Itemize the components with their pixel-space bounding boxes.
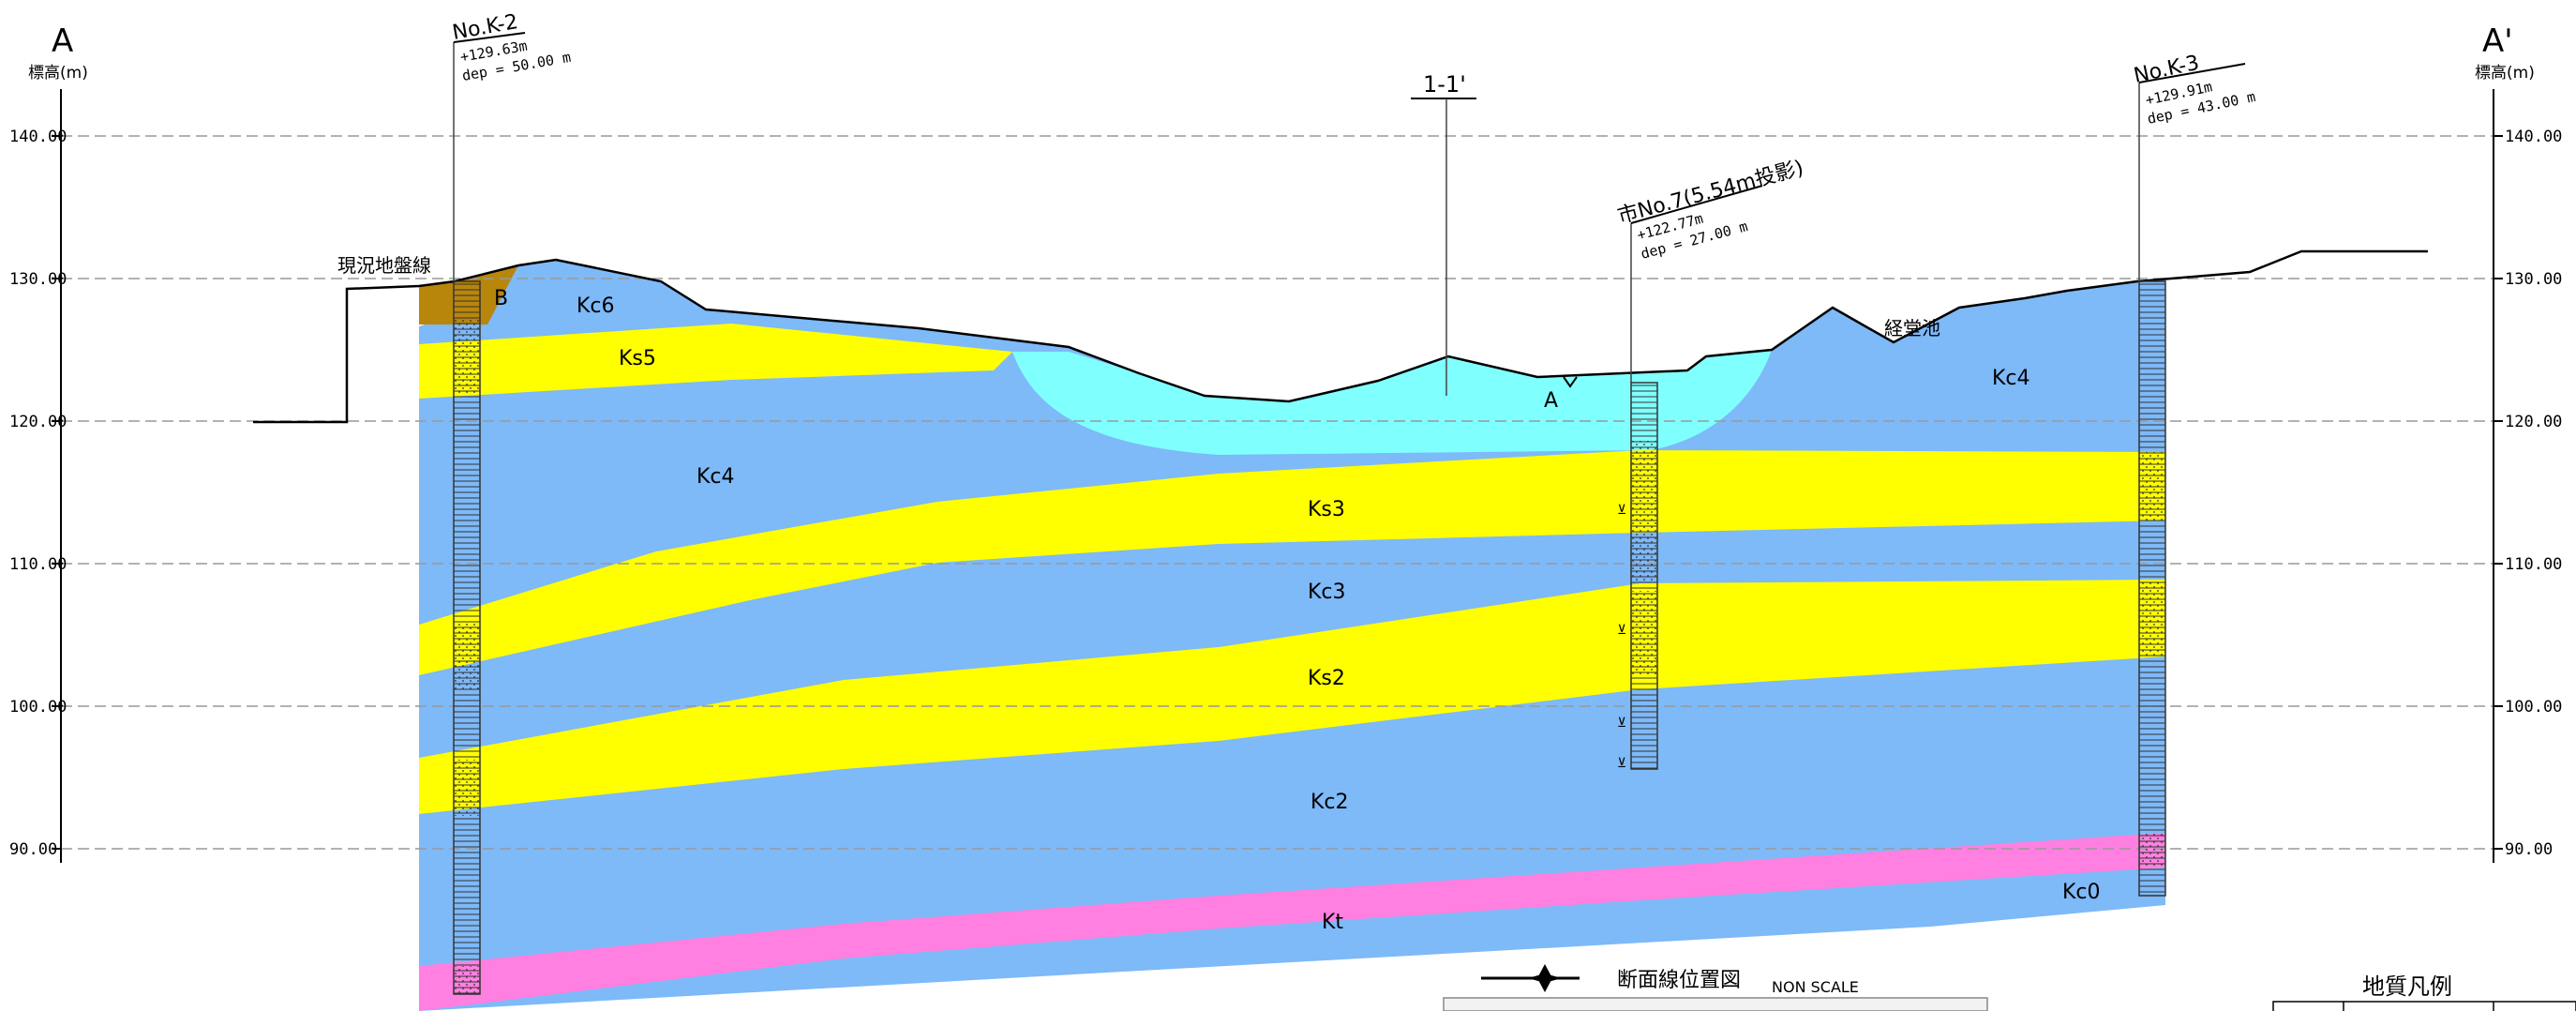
- layer-label-a: A: [1544, 389, 1558, 413]
- layer-label-kt: Kt: [1322, 911, 1343, 934]
- layer-label-kc4-right: Kc4: [1992, 367, 2030, 390]
- section-end-label: A': [2482, 23, 2513, 60]
- borehole-k2: No.K-2 +129.63m dep = 50.00 m: [451, 10, 572, 995]
- ground-line: [253, 249, 2428, 424]
- layer-label-kc6: Kc6: [577, 294, 615, 318]
- ground-line-label: 現況地盤線: [337, 254, 431, 277]
- left-tick-labels: 140.00 130.00 120.00 110.00 100.00 90.00: [9, 128, 67, 859]
- tick-label: 130.00: [2505, 270, 2562, 289]
- layer-labels: B A Kc6 Ks5 Kc4 Kc4 Ks3 Kc3 Ks2 Kc2 Kt K…: [494, 287, 2101, 934]
- right-tick-labels: 140.00 130.00 120.00 110.00 100.00 90.00: [2505, 128, 2562, 859]
- layer-label-kc0: Kc0: [2062, 881, 2101, 904]
- right-axis-unit: 標高(m): [2475, 64, 2535, 83]
- tick-label: 140.00: [2505, 128, 2562, 146]
- layers-group: [419, 260, 2165, 1011]
- tick-label: 90.00: [9, 840, 57, 859]
- location-map-scale: NON SCALE: [1772, 978, 1859, 996]
- layer-label-kc2: Kc2: [1310, 791, 1349, 814]
- water-level-mark: ⊻: [1617, 756, 1626, 771]
- geology-legend: 地質凡例: [2272, 973, 2576, 1011]
- pond-label: 経堂池: [1884, 317, 1940, 340]
- water-level-mark: ⊻: [1617, 716, 1626, 731]
- water-level-mark: ⊻: [1617, 623, 1626, 638]
- cross-section-marker: 1-1': [1411, 71, 1476, 396]
- cross-section-marker-label: 1-1': [1423, 71, 1466, 98]
- left-axis: [52, 89, 62, 863]
- right-axis: [2493, 89, 2503, 863]
- layer-label-ks3: Ks3: [1308, 498, 1345, 521]
- layer-ks3: [419, 450, 2165, 675]
- water-level-mark: ⊻: [1617, 503, 1626, 518]
- left-axis-unit: 標高(m): [28, 64, 88, 83]
- location-map-title: 断面線位置図: [1617, 969, 1741, 992]
- tick-label: 140.00: [9, 128, 67, 146]
- layer-ks5: [419, 324, 1012, 399]
- layer-label-kc3: Kc3: [1308, 581, 1346, 604]
- location-map: 断面線位置図 NON SCALE: [1443, 964, 1988, 1011]
- tick-label: 130.00: [9, 270, 67, 289]
- tick-label: 100.00: [2505, 698, 2562, 717]
- layer-label-b: B: [494, 287, 508, 310]
- north-arrow-icon: [1528, 964, 1562, 992]
- layer-kt: [419, 833, 2165, 1011]
- tick-label: 90.00: [2505, 840, 2553, 859]
- legend-title: 地質凡例: [2362, 973, 2452, 1000]
- borehole-no7-name: 市No.7(5.54m投影): [1615, 157, 1806, 229]
- layer-ks2: [419, 580, 2165, 814]
- layer-kc-base: [419, 260, 2165, 1011]
- section-start-label: A: [52, 23, 73, 60]
- tick-label: 110.00: [2505, 555, 2562, 574]
- layer-label-kc4-left: Kc4: [696, 465, 735, 489]
- tick-label: 120.00: [2505, 413, 2562, 431]
- tick-label: 100.00: [9, 698, 67, 717]
- tick-label: 110.00: [9, 555, 67, 574]
- layer-label-ks5: Ks5: [619, 347, 656, 370]
- borehole-k3: No.K-3 +129.91m dep = 43.00 m: [2132, 52, 2257, 897]
- layer-label-ks2: Ks2: [1308, 667, 1345, 690]
- pond-notch: [1563, 376, 1578, 388]
- tick-label: 120.00: [9, 413, 67, 431]
